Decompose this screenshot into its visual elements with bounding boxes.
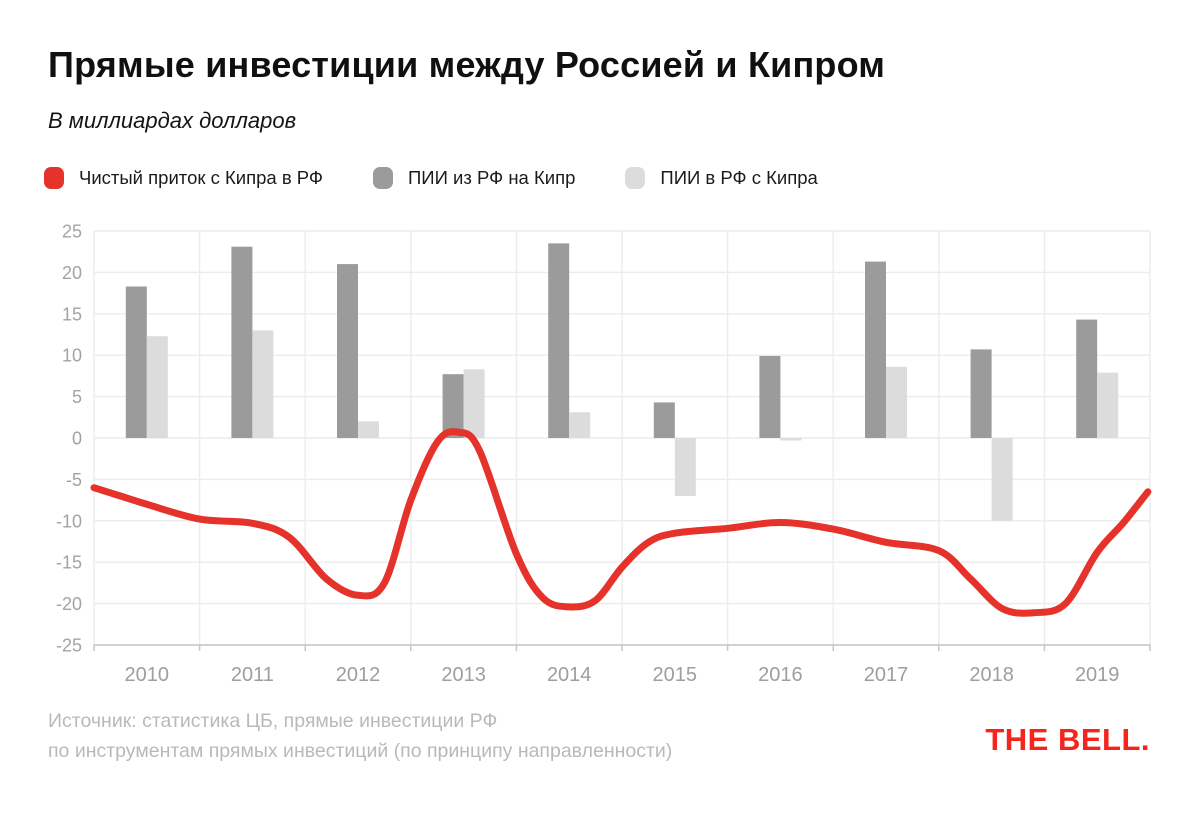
x-tick-label-2018: 2018	[969, 664, 1014, 686]
bar-fdi-in-2016	[780, 438, 802, 441]
legend-item-fdi-in: ПИИ в РФ с Кипра	[625, 167, 818, 189]
source-line-2: по инструментам прямых инвестиций (по пр…	[48, 740, 673, 762]
y-tick-label-25: 25	[62, 222, 82, 242]
bar-fdi-out-2019	[1076, 319, 1098, 438]
legend-swatch-fdi-in	[625, 167, 646, 189]
y-tick-label-15: 15	[62, 304, 82, 324]
x-tick-label-2019: 2019	[1075, 664, 1120, 686]
bar-fdi-out-2017	[865, 261, 886, 438]
x-tick-label-2012: 2012	[336, 664, 381, 686]
y-tick-label--15: -15	[56, 553, 82, 573]
bar-fdi-out-2018	[970, 349, 992, 438]
page-subtitle: В миллиардах долларов	[48, 108, 297, 133]
bar-fdi-out-2015	[653, 402, 675, 438]
y-tick-label-10: 10	[62, 346, 82, 366]
x-tick-label-2013: 2013	[441, 664, 486, 686]
legend-label-net-inflow: Чистый приток с Кипра в РФ	[79, 167, 323, 188]
y-tick-label-5: 5	[72, 387, 82, 407]
legend-item-net-inflow: Чистый приток с Кипра в РФ	[44, 167, 323, 189]
the-bell-logo: THE BELL.	[985, 722, 1150, 757]
bar-fdi-in-2010	[146, 336, 168, 438]
bar-fdi-in-2011	[252, 330, 274, 438]
y-tick-label--25: -25	[56, 636, 82, 656]
bar-fdi-in-2018	[991, 438, 1013, 521]
page-title: Прямые инвестиции между Россией и Кипром	[48, 44, 886, 85]
bar-fdi-out-2016	[759, 356, 781, 438]
bar-fdi-in-2019	[1097, 372, 1119, 438]
bar-fdi-in-2012	[358, 421, 379, 438]
source-line-1: Источник: статистика ЦБ, прямые инвестиц…	[48, 710, 498, 732]
bar-fdi-in-2015	[674, 438, 696, 496]
x-tick-label-2015: 2015	[653, 664, 698, 686]
x-tick-label-2010: 2010	[125, 664, 170, 686]
net-inflow-line	[90, 428, 1152, 617]
y-tick-label--5: -5	[66, 470, 82, 490]
bar-fdi-in-2013	[463, 369, 485, 438]
bar-fdi-out-2010	[125, 286, 147, 438]
source-note: Источник: статистика ЦБ, прямые инвестиц…	[48, 706, 868, 766]
x-tick-label-2011: 2011	[231, 664, 274, 686]
legend-label-fdi-in: ПИИ в РФ с Кипра	[660, 167, 818, 188]
legend-label-fdi-out: ПИИ из РФ на Кипр	[408, 167, 576, 188]
bar-fdi-out-2013	[442, 374, 464, 438]
y-tick-label-0: 0	[72, 429, 82, 449]
bar-fdi-out-2011	[231, 246, 253, 438]
legend-swatch-fdi-out	[373, 167, 393, 189]
y-tick-label-20: 20	[62, 263, 82, 283]
legend-swatch-net-inflow	[44, 167, 64, 189]
x-tick-label-2014: 2014	[547, 664, 592, 686]
legend-item-fdi-out: ПИИ из РФ на Кипр	[373, 167, 575, 189]
chart-legend: Чистый приток с Кипра в РФ ПИИ из РФ на …	[44, 167, 818, 189]
y-tick-label--10: -10	[56, 511, 82, 531]
bar-fdi-in-2014	[569, 412, 591, 438]
y-tick-label--20: -20	[56, 594, 82, 614]
bar-fdi-in-2017	[886, 366, 907, 438]
x-tick-label-2016: 2016	[758, 664, 803, 686]
bar-fdi-out-2012	[337, 264, 358, 438]
x-tick-label-2017: 2017	[864, 664, 909, 686]
bar-fdi-out-2014	[548, 243, 570, 438]
